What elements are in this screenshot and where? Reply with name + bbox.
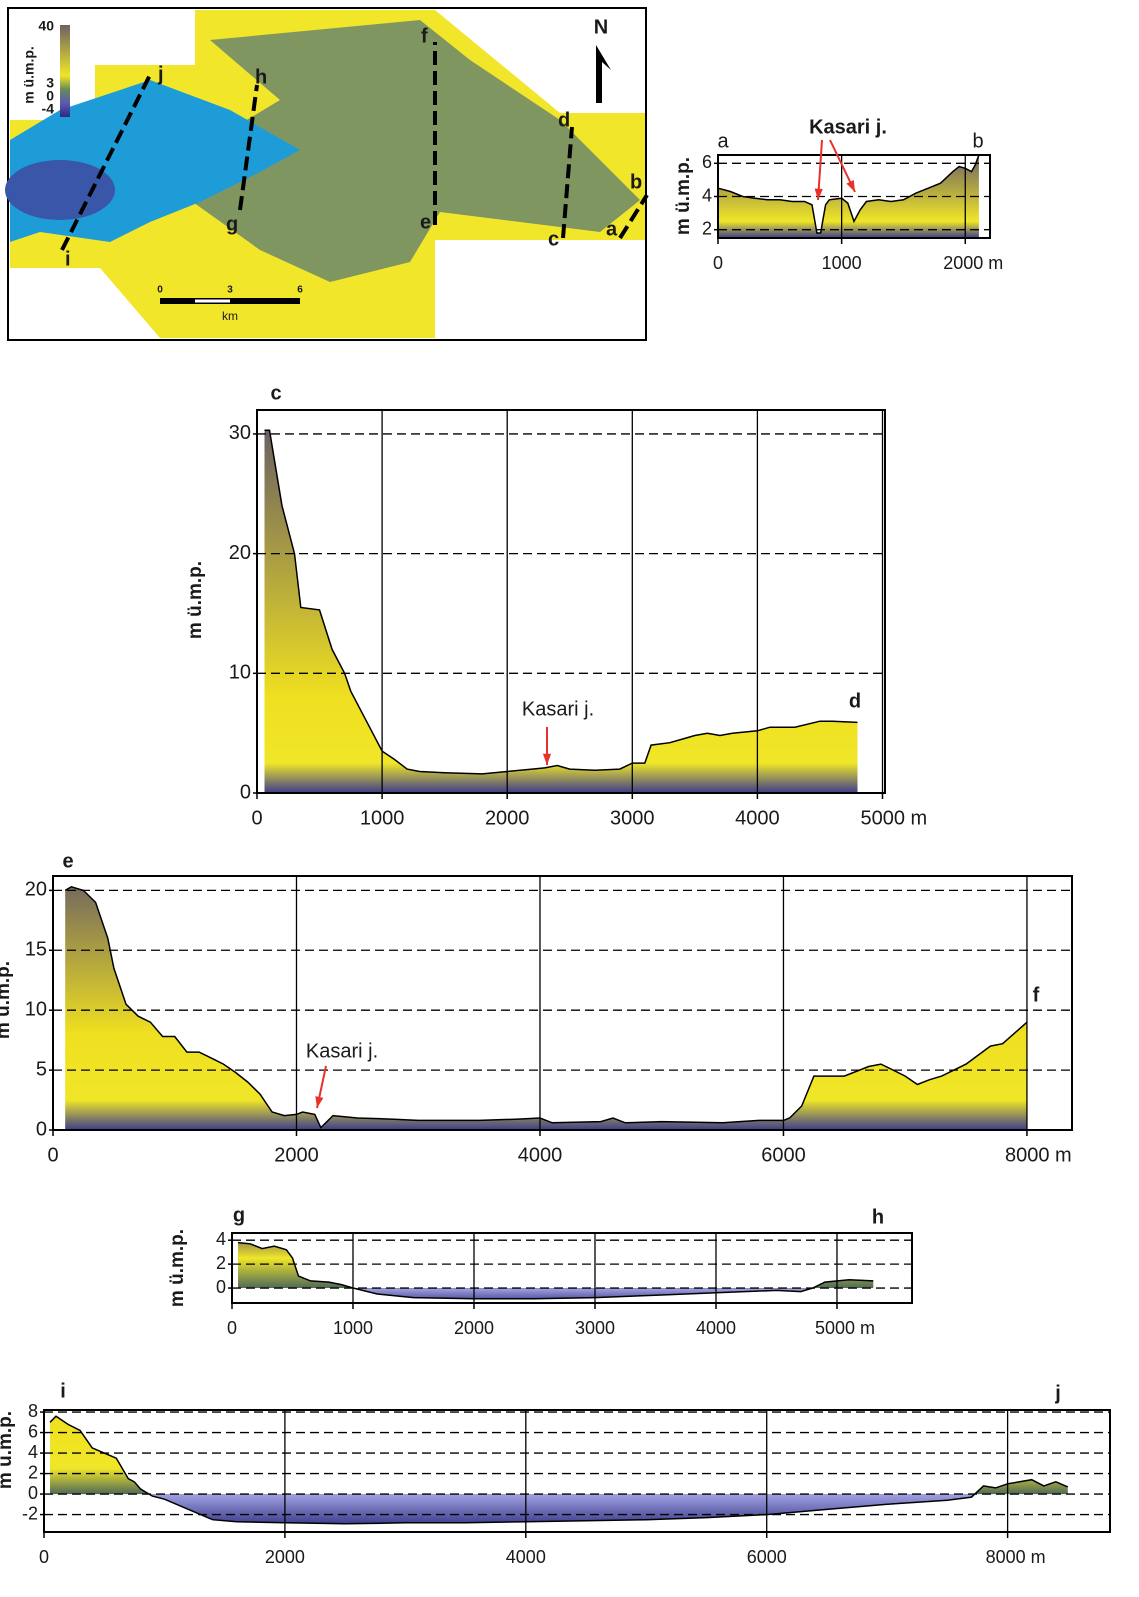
north-label: N bbox=[594, 16, 608, 38]
x-tick-label: 0 bbox=[47, 1144, 58, 1166]
x-tick-label: 0 bbox=[713, 253, 723, 273]
x-tick-label: 0 bbox=[227, 1318, 237, 1338]
y-tick-label: 0 bbox=[36, 1118, 47, 1140]
x-tick-label: 8000 m bbox=[1005, 1144, 1072, 1166]
y-tick-label: 10 bbox=[25, 998, 47, 1020]
legend-title: m ü.m.p. bbox=[21, 46, 37, 104]
scale-tick: 3 bbox=[227, 285, 233, 296]
area-fill bbox=[65, 887, 1027, 1130]
profile-chart: 0 2 4 0 1000 2000 3000 4000 5000 m m ü.m.p. g h bbox=[167, 1204, 912, 1337]
start-label: e bbox=[62, 850, 73, 872]
y-tick-label: 6 bbox=[702, 152, 712, 172]
y-tick-label: 20 bbox=[229, 542, 251, 564]
x-tick-label: 6000 bbox=[747, 1547, 787, 1567]
y-tick-label: 10 bbox=[229, 662, 251, 684]
x-tick-label: 1000 bbox=[360, 807, 405, 829]
map-label: b bbox=[630, 171, 642, 193]
map-label: d bbox=[558, 109, 570, 131]
figure: a b c d e f g h i j N m ü.m.p. 4030-4 03… bbox=[0, 0, 1139, 1597]
map-label: f bbox=[421, 25, 428, 47]
y-tick-label: 2 bbox=[216, 1253, 226, 1273]
end-label: b bbox=[972, 130, 983, 152]
y-tick-label: 6 bbox=[28, 1421, 38, 1441]
y-axis-label: m ü.m.p. bbox=[0, 961, 14, 1039]
y-tick-label: 4 bbox=[216, 1229, 226, 1249]
y-tick-label: 4 bbox=[28, 1442, 38, 1462]
y-tick-label: 5 bbox=[36, 1058, 47, 1080]
y-tick-label: 20 bbox=[25, 879, 47, 901]
x-tick-label: 5000 m bbox=[815, 1318, 875, 1338]
x-tick-label: 6000 bbox=[761, 1144, 806, 1166]
y-axis-label: m ü.m.p. bbox=[673, 157, 694, 235]
annotation: Kasari j. bbox=[809, 116, 887, 138]
scale-tick: 6 bbox=[297, 285, 303, 296]
map-label: e bbox=[420, 211, 431, 233]
y-tick-label: 0 bbox=[216, 1277, 226, 1297]
y-axis-label: m ü.m.p. bbox=[185, 561, 206, 639]
map-label: c bbox=[548, 228, 559, 250]
x-tick-label: 4000 bbox=[506, 1547, 546, 1567]
profile-chart: 2 4 6 0 1000 2000 m m ü.m.p. a b Kasari j. bbox=[673, 116, 1003, 272]
y-tick-label: 2 bbox=[702, 218, 712, 238]
end-label: h bbox=[872, 1206, 884, 1228]
x-tick-label: 4000 bbox=[518, 1144, 563, 1166]
end-label: d bbox=[849, 690, 861, 712]
y-tick-label: 15 bbox=[25, 939, 47, 961]
x-tick-label: 2000 bbox=[274, 1144, 319, 1166]
y-tick-label: -2 bbox=[22, 1503, 38, 1523]
map-label: i bbox=[65, 248, 71, 270]
x-tick-label: 8000 m bbox=[986, 1547, 1046, 1567]
x-tick-label: 4000 bbox=[735, 807, 780, 829]
map-label: a bbox=[606, 218, 618, 240]
map-label: g bbox=[226, 213, 238, 235]
area-fill bbox=[265, 430, 858, 793]
colorbar bbox=[60, 25, 70, 117]
scale-bar-segment bbox=[195, 300, 230, 303]
start-label: i bbox=[60, 1380, 66, 1402]
end-label: f bbox=[1033, 984, 1040, 1006]
end-label: j bbox=[1054, 1382, 1061, 1404]
annotation: Kasari j. bbox=[522, 698, 594, 720]
y-tick-label: 8 bbox=[28, 1401, 38, 1421]
x-tick-label: 4000 bbox=[696, 1318, 736, 1338]
y-axis-label: m ü.m.p. bbox=[167, 1229, 188, 1307]
map-label: h bbox=[255, 66, 267, 88]
profile-chart: 0 5 10 15 20 0 2000 4000 6000 8000 m m ü.m.p. e f Kas… bbox=[0, 850, 1072, 1166]
y-tick-label: 2 bbox=[28, 1462, 38, 1482]
start-label: a bbox=[717, 130, 729, 152]
x-tick-label: 2000 bbox=[454, 1318, 494, 1338]
start-label: g bbox=[233, 1204, 245, 1226]
x-tick-label: 0 bbox=[39, 1547, 49, 1567]
annotation-arrowhead bbox=[543, 754, 551, 765]
x-tick-label: 0 bbox=[251, 807, 262, 829]
x-tick-label: 1000 bbox=[333, 1318, 373, 1338]
annotation-arrowhead bbox=[846, 180, 855, 192]
scale-tick: 0 bbox=[157, 285, 163, 296]
scale-unit: km bbox=[222, 309, 238, 323]
x-tick-label: 5000 m bbox=[860, 807, 927, 829]
y-axis-label: m ü.m.p. bbox=[0, 1411, 16, 1489]
y-tick-label: 30 bbox=[229, 422, 251, 444]
x-tick-label: 3000 bbox=[575, 1318, 615, 1338]
legend-tick: 40 bbox=[38, 18, 54, 34]
x-tick-label: 2000 bbox=[265, 1547, 305, 1567]
annotation-arrowhead bbox=[815, 188, 823, 200]
y-tick-label: 0 bbox=[240, 781, 251, 803]
profile-chart: 0 10 20 30 0 1000 2000 3000 4000 5000 m m ü.m.p. c d… bbox=[185, 382, 927, 829]
x-tick-label: 3000 bbox=[610, 807, 655, 829]
x-tick-label: 1000 bbox=[822, 253, 862, 273]
start-label: c bbox=[270, 382, 281, 404]
map-deep-water bbox=[5, 160, 115, 220]
y-tick-label: 4 bbox=[702, 185, 712, 205]
x-tick-label: 2000 bbox=[485, 807, 530, 829]
y-tick-label: 0 bbox=[28, 1483, 38, 1503]
map-label: j bbox=[157, 63, 164, 85]
annotation: Kasari j. bbox=[306, 1040, 378, 1062]
legend-tick: -4 bbox=[42, 101, 55, 117]
x-tick-label: 2000 m bbox=[943, 253, 1003, 273]
